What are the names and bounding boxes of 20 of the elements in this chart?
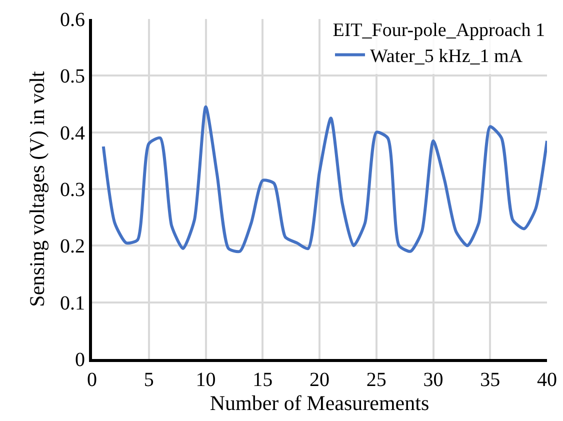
y-tick-label: 0.2 (60, 236, 85, 258)
legend-title: EIT_Four-pole_Approach 1 (332, 20, 545, 41)
y-tick-label: 0.4 (60, 122, 85, 144)
y-tick-label: 0 (75, 349, 85, 371)
x-axis-title: Number of Measurements (210, 391, 430, 415)
x-tick-label: 25 (366, 369, 386, 391)
y-axis-title: Sensing voltages (V) in volt (25, 71, 50, 307)
legend-label: Water_5 kHz_1 mA (370, 46, 523, 68)
y-tick-label: 0.5 (60, 66, 85, 88)
y-tick-label: 0.6 (60, 9, 85, 31)
x-tick-label: 5 (144, 369, 154, 391)
line-series (102, 105, 547, 253)
x-tick-label: 10 (196, 369, 216, 391)
x-tick-label: 20 (310, 369, 330, 391)
y-tick-label: 0.1 (60, 292, 85, 314)
x-tick-label: 40 (537, 369, 557, 391)
x-tick-label: 30 (423, 369, 444, 391)
y-tick-label: 0.3 (60, 179, 85, 201)
x-tick-label: 15 (252, 369, 273, 391)
x-tick-label: 35 (480, 369, 500, 391)
